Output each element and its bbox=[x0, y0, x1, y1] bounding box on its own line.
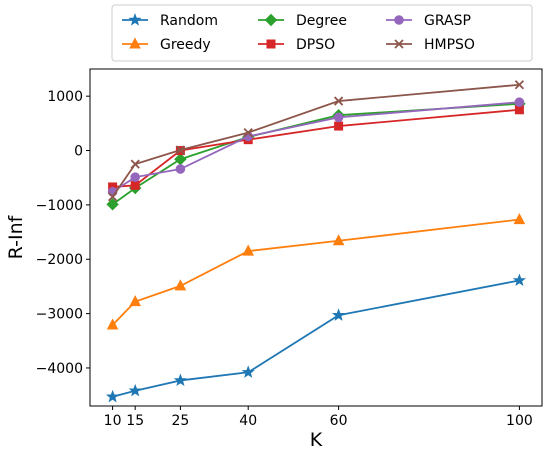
legend-marker-hmpso bbox=[394, 39, 404, 49]
data-point-hmpso bbox=[175, 145, 186, 155]
legend-item-grasp: GRASP bbox=[386, 13, 471, 29]
data-point-hmpso bbox=[243, 127, 253, 138]
data-point-dpso bbox=[130, 180, 140, 190]
legend-label-grasp: GRASP bbox=[424, 13, 471, 29]
data-point-degree bbox=[174, 153, 187, 166]
data-point-grasp bbox=[514, 97, 525, 107]
legend-label-greedy: Greedy bbox=[160, 37, 211, 53]
legend-item-dpso: DPSO bbox=[258, 37, 335, 53]
x-axis-label: K bbox=[310, 429, 323, 451]
data-point-greedy bbox=[129, 295, 142, 307]
x-tick-label: 40 bbox=[239, 413, 257, 429]
y-axis-label: R-Inf bbox=[5, 214, 27, 259]
x-tick-label: 100 bbox=[506, 413, 533, 429]
data-point-grasp bbox=[175, 164, 186, 174]
data-point-random bbox=[512, 273, 526, 287]
data-point-hmpso bbox=[130, 159, 140, 169]
legend-box bbox=[111, 4, 533, 62]
data-point-hmpso bbox=[333, 96, 344, 106]
axes: 10 15 25 40 60 100 −4000 −3000 −2000 −1000 0 1000 K R… bbox=[5, 68, 543, 451]
series-hmpso bbox=[107, 80, 525, 202]
data-point-random bbox=[241, 365, 255, 378]
y-tick-label: −3000 bbox=[36, 307, 83, 323]
data-point-greedy bbox=[174, 279, 187, 291]
data-point-grasp bbox=[130, 172, 140, 182]
data-point-dpso bbox=[334, 121, 344, 131]
legend-label-hmpso: HMPSO bbox=[424, 37, 475, 53]
legend-marker-degree bbox=[264, 13, 278, 27]
legend-marker-dpso bbox=[266, 39, 276, 49]
data-point-grasp bbox=[333, 112, 344, 123]
series-line-greedy bbox=[111, 218, 520, 326]
legend-item-greedy: Greedy bbox=[122, 37, 211, 53]
x-tick-label: 25 bbox=[171, 413, 189, 429]
plot-frame bbox=[89, 68, 543, 407]
data-point-greedy bbox=[332, 234, 345, 246]
legend-marker-grasp bbox=[394, 15, 404, 25]
data-point-greedy bbox=[242, 244, 255, 256]
plot-area bbox=[106, 80, 526, 403]
series-line-hmpso bbox=[111, 83, 520, 198]
legend-item-degree: Degree bbox=[258, 13, 347, 29]
legend-item-random: Random bbox=[122, 13, 218, 29]
y-tick-label: −4000 bbox=[36, 361, 83, 377]
data-point-hmpso bbox=[514, 80, 525, 90]
legend-label-random: Random bbox=[160, 13, 218, 29]
data-point-random bbox=[332, 308, 346, 321]
x-tick-label: 15 bbox=[126, 413, 144, 429]
series-greedy bbox=[106, 212, 526, 330]
data-point-hmpso bbox=[107, 192, 118, 202]
legend-label-dpso: DPSO bbox=[296, 37, 335, 53]
y-tick-label: −2000 bbox=[36, 252, 83, 268]
legend-marker-random bbox=[128, 13, 142, 26]
data-point-greedy bbox=[513, 212, 526, 225]
data-point-random bbox=[173, 373, 187, 387]
data-point-random bbox=[106, 389, 120, 403]
legend: Random Greedy Degree DPSO GRASP HMPSO bbox=[111, 4, 533, 62]
data-point-degree bbox=[106, 198, 119, 211]
y-tick-label: 0 bbox=[74, 144, 83, 160]
legend-marker-greedy bbox=[129, 37, 141, 49]
series-random bbox=[106, 273, 526, 403]
data-point-greedy bbox=[106, 318, 119, 330]
series-grasp bbox=[107, 97, 525, 197]
y-tick-label: 1000 bbox=[47, 89, 83, 105]
series-line-random bbox=[112, 279, 520, 398]
series-dpso bbox=[108, 105, 524, 192]
x-tick-label: 60 bbox=[330, 413, 348, 429]
x-tick-label: 10 bbox=[104, 413, 122, 429]
y-tick-label: −1000 bbox=[36, 198, 83, 214]
data-point-dpso bbox=[514, 105, 524, 115]
series-line-degree bbox=[112, 102, 520, 206]
legend-label-degree: Degree bbox=[296, 13, 347, 29]
legend-item-hmpso: HMPSO bbox=[386, 37, 475, 53]
data-point-random bbox=[128, 383, 142, 397]
